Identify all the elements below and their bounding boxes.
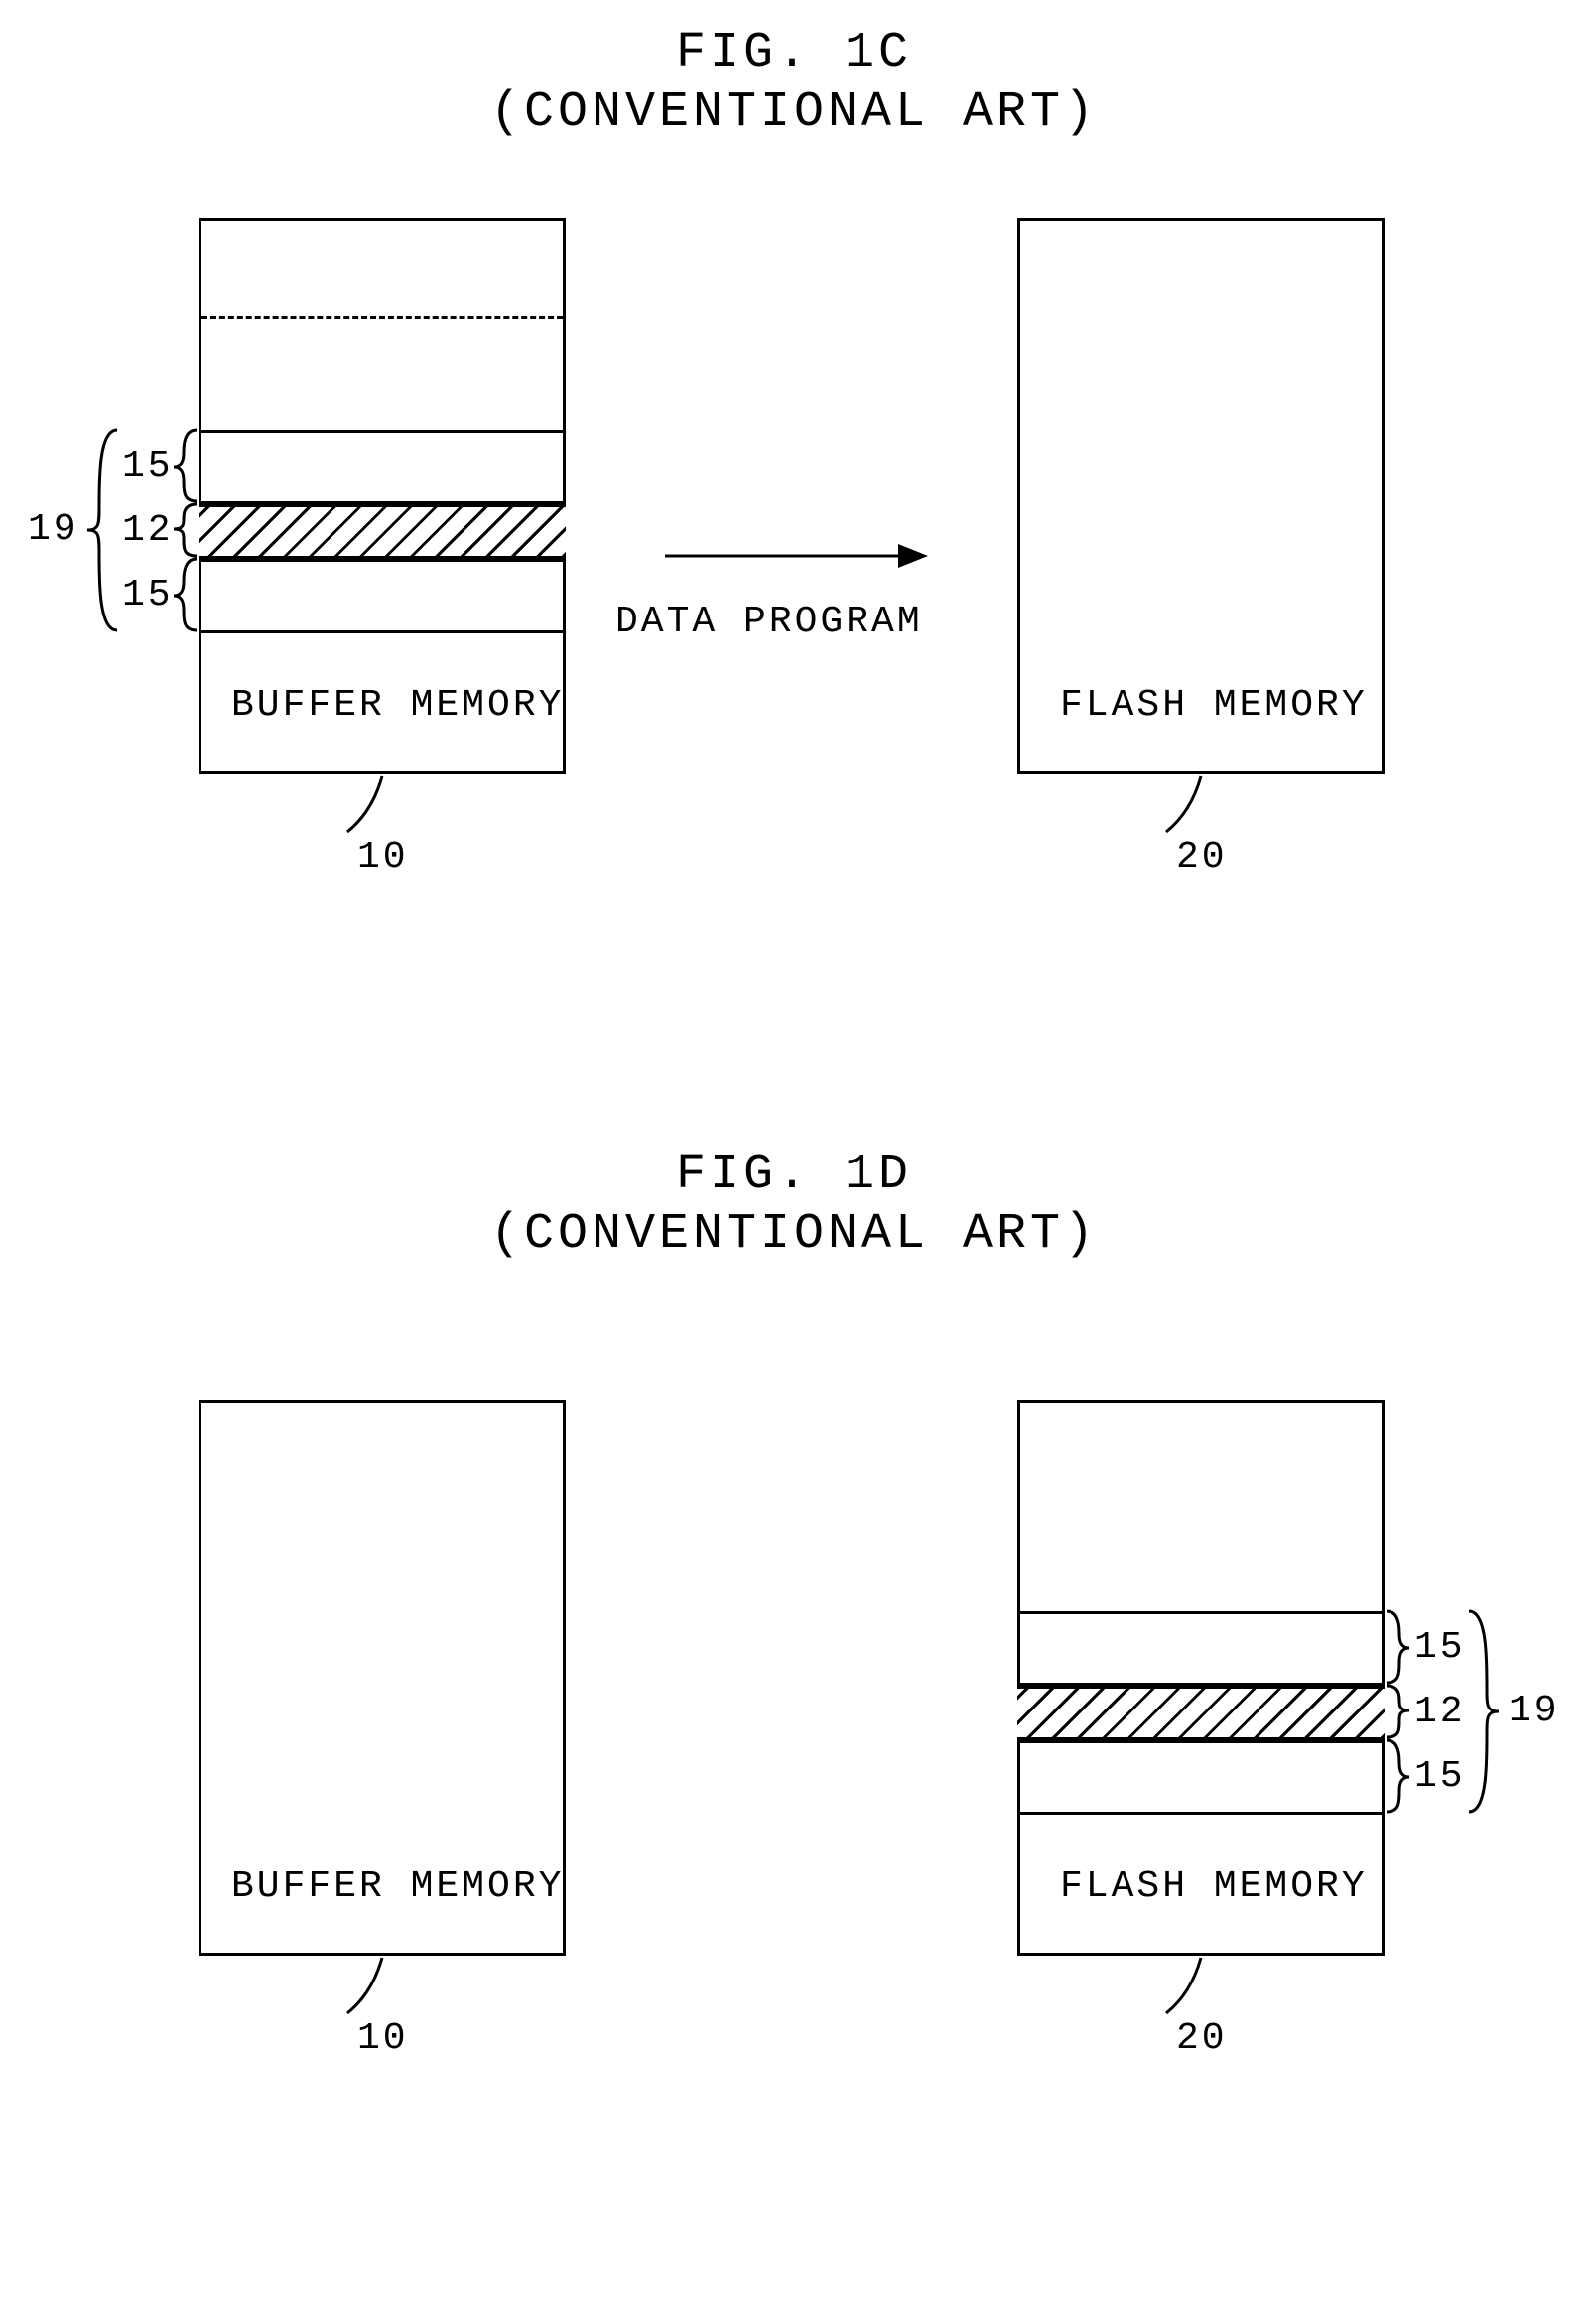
fig1d-flash-refnum: 20 — [1176, 2017, 1228, 2060]
fig1d-ref-19: 19 — [1509, 1690, 1560, 1732]
fig1d-flash-leader — [0, 0, 1489, 2085]
